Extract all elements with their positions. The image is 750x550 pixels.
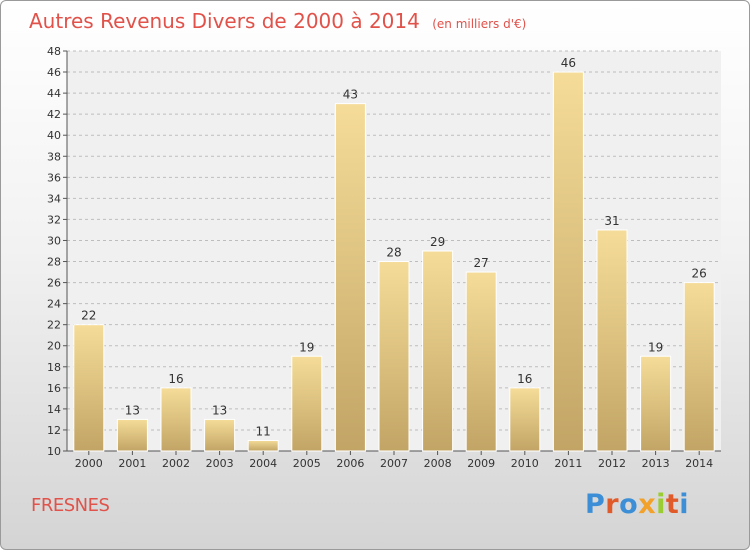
y-tick-label: 30: [47, 234, 61, 247]
x-tick-label: 2007: [380, 457, 408, 470]
x-tick-label: 2002: [162, 457, 190, 470]
data-label: 19: [299, 340, 314, 354]
bar: [422, 250, 454, 452]
x-tick-label: 2005: [293, 457, 321, 470]
bar: [465, 271, 497, 452]
bar: [204, 418, 236, 452]
y-tick-label: 24: [47, 298, 61, 311]
logo-letter: P: [585, 489, 606, 520]
proxiti-logo[interactable]: Proxiti: [585, 489, 689, 520]
data-label: 11: [256, 424, 271, 438]
data-label: 43: [343, 88, 358, 102]
x-tick-label: 2011: [554, 457, 582, 470]
y-tick-label: 48: [47, 45, 61, 58]
chart-title: Autres Revenus Divers de 2000 à 2014 (en…: [29, 9, 526, 33]
x-tick-label: 2003: [206, 457, 234, 470]
data-label: 46: [561, 56, 576, 70]
bar: [291, 355, 323, 452]
data-label: 27: [474, 256, 489, 270]
x-tick-label: 2014: [685, 457, 713, 470]
bar: [160, 387, 192, 452]
bar: [683, 282, 715, 452]
y-tick-label: 18: [47, 361, 61, 374]
x-tick-label: 2013: [642, 457, 670, 470]
y-tick-label: 12: [47, 424, 61, 437]
logo-letter: r: [605, 489, 620, 520]
bar: [509, 387, 541, 452]
bar: [73, 324, 105, 452]
y-tick-label: 10: [47, 445, 61, 458]
data-label: 31: [604, 214, 619, 228]
logo-letter: x: [638, 489, 657, 520]
data-label: 16: [517, 372, 532, 386]
x-tick-label: 2009: [467, 457, 495, 470]
data-label: 19: [648, 340, 663, 354]
x-tick-label: 2008: [424, 457, 452, 470]
bar: [334, 103, 366, 452]
bar: [640, 355, 672, 452]
city-label: FRESNES: [31, 495, 110, 516]
data-label: 13: [125, 403, 140, 417]
x-tick-label: 2012: [598, 457, 626, 470]
logo-letter: i: [679, 489, 690, 520]
logo-letter: i: [656, 489, 666, 520]
bar: [378, 261, 410, 452]
logo-letter: t: [665, 489, 680, 520]
x-tick-label: 2004: [249, 457, 277, 470]
title-unit: (en milliers d'€): [432, 17, 527, 31]
x-tick-label: 2000: [75, 457, 103, 470]
y-tick-label: 46: [47, 66, 61, 79]
y-tick-label: 38: [47, 150, 61, 163]
y-tick-label: 34: [47, 192, 61, 205]
data-label: 16: [168, 372, 183, 386]
y-tick-label: 40: [47, 129, 61, 142]
data-label: 22: [81, 309, 96, 323]
data-label: 13: [212, 403, 227, 417]
bar: [552, 71, 584, 452]
y-tick-label: 20: [47, 340, 61, 353]
x-tick-label: 2001: [118, 457, 146, 470]
y-tick-label: 16: [47, 382, 61, 395]
y-tick-label: 44: [47, 87, 61, 100]
y-tick-label: 22: [47, 319, 61, 332]
logo-letter: o: [619, 489, 639, 520]
bar: [596, 229, 628, 452]
y-tick-label: 26: [47, 277, 61, 290]
y-tick-label: 28: [47, 256, 61, 269]
title-text: Autres Revenus Divers de 2000 à 2014: [29, 9, 420, 33]
x-tick-label: 2010: [511, 457, 539, 470]
y-tick-label: 42: [47, 108, 61, 121]
data-label: 26: [692, 267, 707, 281]
y-tick-label: 32: [47, 213, 61, 226]
bar: [116, 418, 148, 452]
data-label: 29: [430, 235, 445, 249]
bar: [247, 439, 279, 452]
y-tick-label: 14: [47, 403, 61, 416]
data-label: 28: [386, 246, 401, 260]
x-tick-label: 2006: [336, 457, 364, 470]
y-tick-label: 36: [47, 171, 61, 184]
